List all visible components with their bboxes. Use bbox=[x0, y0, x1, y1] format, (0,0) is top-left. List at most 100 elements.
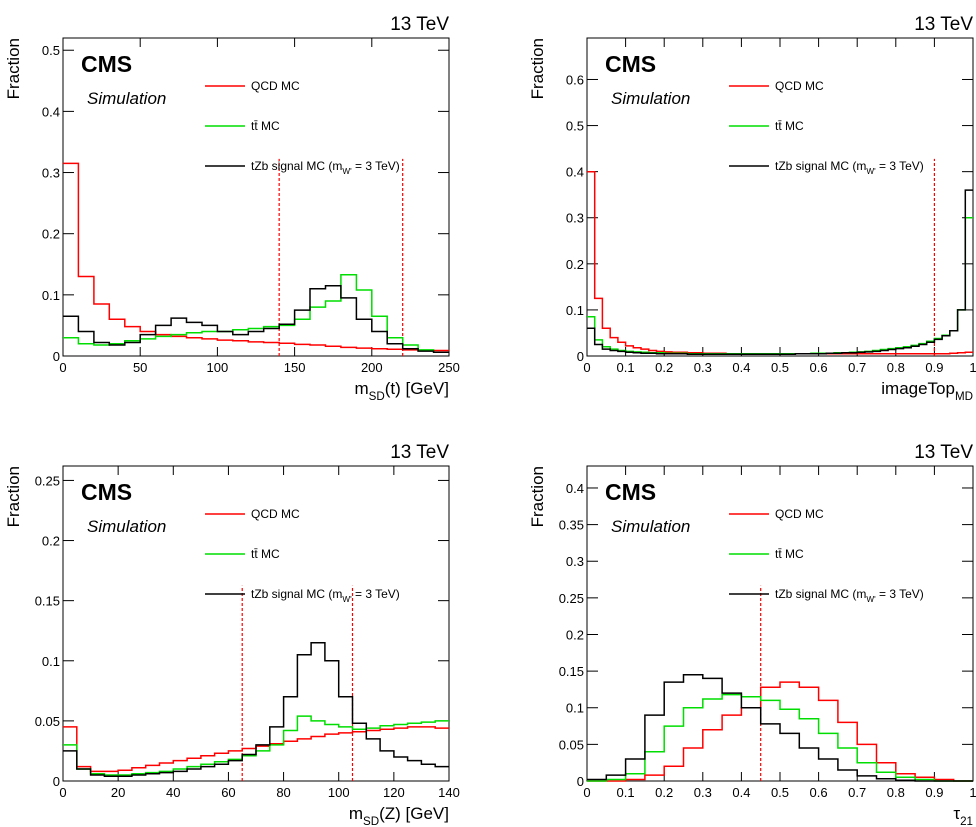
x-tick-label: 1 bbox=[969, 785, 976, 800]
x-axis-title: mSD​(t) [GeV] bbox=[354, 379, 449, 403]
energy-label: 13 TeV bbox=[914, 14, 973, 35]
series-line-3 bbox=[63, 641, 449, 777]
y-tick-label: 0.15 bbox=[35, 594, 60, 609]
series-line-1 bbox=[587, 681, 973, 782]
x-tick-label: 250 bbox=[438, 360, 460, 375]
x-tick-label: 200 bbox=[361, 360, 383, 375]
series-line-2 bbox=[587, 693, 973, 782]
x-tick-label: 0 bbox=[583, 785, 590, 800]
x-axis-title: τ21​ bbox=[953, 804, 973, 827]
y-tick-label: 0.2 bbox=[42, 534, 60, 549]
x-tick-label: 140 bbox=[438, 785, 460, 800]
y-axis-title: Fraction bbox=[528, 38, 547, 99]
legend-entry-3: tZb signal MC (mW'​ = 3 TeV) bbox=[251, 587, 400, 604]
y-tick-label: 0.4 bbox=[566, 165, 584, 180]
x-tick-label: 0.3 bbox=[694, 360, 712, 375]
y-tick-label: 0.4 bbox=[566, 481, 584, 496]
y-tick-label: 0.3 bbox=[566, 211, 584, 226]
legend-entry-3: tZb signal MC (mW'​ = 3 TeV) bbox=[251, 159, 400, 176]
y-tick-label: 0 bbox=[53, 349, 60, 364]
energy-label: 13 TeV bbox=[390, 14, 449, 35]
series-line-3 bbox=[587, 189, 973, 355]
y-axis-title: Fraction bbox=[4, 466, 23, 527]
x-tick-label: 0.8 bbox=[887, 785, 905, 800]
simulation-label: Simulation bbox=[87, 517, 166, 536]
series-line-3 bbox=[63, 284, 449, 354]
y-tick-label: 0.05 bbox=[559, 737, 584, 752]
x-tick-label: 80 bbox=[276, 785, 290, 800]
legend-entry-1: QCD MC bbox=[775, 79, 824, 93]
plot-frame bbox=[62, 37, 450, 357]
x-tick-label: 0.7 bbox=[848, 785, 866, 800]
experiment-label: CMS bbox=[81, 479, 132, 505]
x-tick-label: 0.5 bbox=[771, 360, 789, 375]
y-tick-label: 0 bbox=[577, 774, 584, 789]
x-tick-label: 40 bbox=[166, 785, 180, 800]
y-tick-label: 0.2 bbox=[566, 627, 584, 642]
x-tick-label: 0.9 bbox=[925, 785, 943, 800]
x-tick-label: 100 bbox=[328, 785, 350, 800]
x-tick-label: 0.2 bbox=[655, 785, 673, 800]
y-tick-label: 0.1 bbox=[42, 288, 60, 303]
x-tick-label: 0.2 bbox=[655, 360, 673, 375]
y-axis-title: Fraction bbox=[4, 38, 23, 99]
y-tick-label: 0.1 bbox=[566, 303, 584, 318]
y-tick-label: 0.5 bbox=[566, 119, 584, 134]
energy-label: 13 TeV bbox=[914, 442, 973, 463]
panel-4: 0 0.1 0.2 0.3 0.4 0.5 0.6 0.7 0.8 0.9 1 0 0.05 0.1 0.1… bbox=[528, 442, 976, 827]
legend-entry-2: tt̄ MC bbox=[775, 119, 804, 133]
x-tick-label: 0.6 bbox=[810, 360, 828, 375]
simulation-label: Simulation bbox=[611, 517, 690, 536]
y-tick-label: 0.05 bbox=[35, 714, 60, 729]
y-tick-label: 0.5 bbox=[42, 43, 60, 58]
y-tick-label: 0.6 bbox=[566, 72, 584, 87]
legend-entry-1: QCD MC bbox=[251, 507, 300, 521]
simulation-label: Simulation bbox=[87, 89, 166, 108]
x-tick-label: 0.4 bbox=[732, 785, 750, 800]
legend-entry-2: tt̄ MC bbox=[775, 547, 804, 561]
x-tick-label: 0.8 bbox=[887, 360, 905, 375]
panel-1: 0 50 100 150 200 250 0 0.1 0.2 0.3 0.4 0.5 CMS Simula… bbox=[4, 14, 460, 403]
y-tick-label: 0.4 bbox=[42, 104, 60, 119]
legend-entry-2: tt̄ MC bbox=[251, 547, 280, 561]
x-tick-label: 0.4 bbox=[732, 360, 750, 375]
plot-frame bbox=[586, 37, 974, 357]
y-tick-label: 0.1 bbox=[42, 654, 60, 669]
y-tick-label: 0.3 bbox=[566, 554, 584, 569]
y-tick-label: 0.1 bbox=[566, 701, 584, 716]
panel-2: 0 0.1 0.2 0.3 0.4 0.5 0.6 0.7 0.8 0.9 1 0 0.1 0.2 0.3 0… bbox=[528, 14, 976, 403]
y-tick-label: 0.15 bbox=[559, 664, 584, 679]
x-axis-title: imageTopMD​ bbox=[881, 379, 973, 403]
x-tick-label: 0.7 bbox=[848, 360, 866, 375]
experiment-label: CMS bbox=[81, 51, 132, 77]
x-tick-label: 0 bbox=[59, 360, 66, 375]
x-tick-label: 0 bbox=[583, 360, 590, 375]
x-tick-label: 0.1 bbox=[617, 785, 635, 800]
y-tick-label: 0 bbox=[53, 774, 60, 789]
plot-frame bbox=[62, 465, 450, 782]
y-tick-label: 0.25 bbox=[559, 591, 584, 606]
experiment-label: CMS bbox=[605, 479, 656, 505]
legend-entry-1: QCD MC bbox=[251, 79, 300, 93]
x-tick-label: 0 bbox=[59, 785, 66, 800]
x-tick-label: 0.9 bbox=[925, 360, 943, 375]
y-tick-label: 0.2 bbox=[42, 227, 60, 242]
x-tick-label: 20 bbox=[111, 785, 125, 800]
y-tick-label: 0 bbox=[577, 349, 584, 364]
legend-entry-3: tZb signal MC (mW'​ = 3 TeV) bbox=[775, 159, 924, 176]
x-tick-label: 0.1 bbox=[617, 360, 635, 375]
x-tick-label: 0.6 bbox=[810, 785, 828, 800]
y-tick-label: 0.2 bbox=[566, 257, 584, 272]
y-tick-label: 0.35 bbox=[559, 518, 584, 533]
x-tick-label: 0.5 bbox=[771, 785, 789, 800]
panel-3: 0 20 40 60 80 100 120 140 0 0.05 0.1 0.15 0.2 0.25 CMS… bbox=[4, 442, 460, 827]
x-tick-label: 0.3 bbox=[694, 785, 712, 800]
x-tick-label: 1 bbox=[969, 360, 976, 375]
x-axis-title: mSD​(Z) [GeV] bbox=[349, 804, 449, 827]
x-tick-label: 150 bbox=[284, 360, 306, 375]
x-tick-label: 50 bbox=[133, 360, 147, 375]
y-tick-label: 0.25 bbox=[35, 473, 60, 488]
energy-label: 13 TeV bbox=[390, 442, 449, 463]
legend-entry-1: QCD MC bbox=[775, 507, 824, 521]
